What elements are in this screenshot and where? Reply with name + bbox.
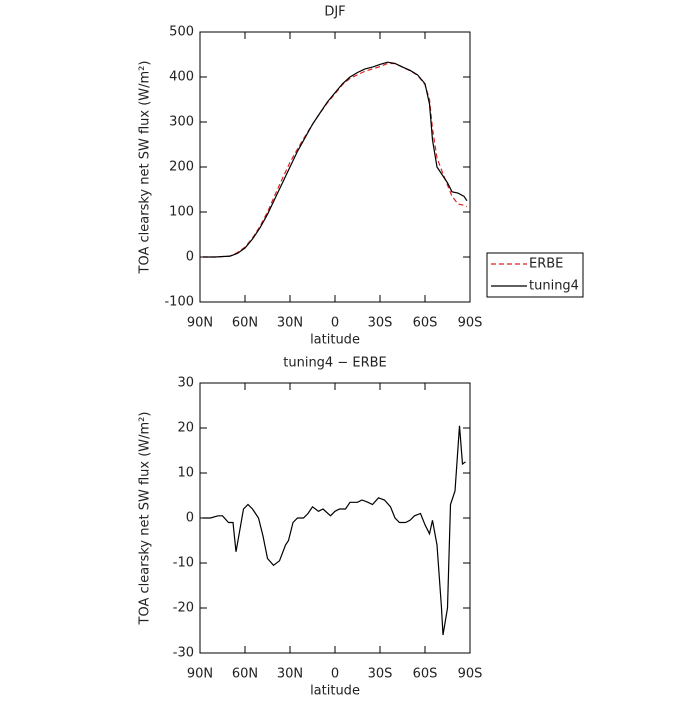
legend-label: tuning4 xyxy=(529,279,579,294)
y-tick-label: -100 xyxy=(164,295,194,310)
y-tick-label: 0 xyxy=(186,511,194,526)
series-line xyxy=(203,62,468,258)
x-tick-label: 90N xyxy=(187,316,213,331)
x-tick-label: 0 xyxy=(331,316,339,331)
x-tick-label: 60S xyxy=(413,667,438,682)
y-tick-label: 30 xyxy=(177,376,194,391)
y-tick-label: 20 xyxy=(177,421,194,436)
chart-title: tuning4 − ERBE xyxy=(283,356,387,371)
series-line xyxy=(203,425,466,636)
y-tick-label: 0 xyxy=(186,250,194,265)
y-axis-label: TOA clearsky net SW flux (W/m²) xyxy=(138,412,153,626)
legend-box xyxy=(486,252,584,298)
legend-label: ERBE xyxy=(529,257,563,272)
y-tick-label: 300 xyxy=(169,115,194,130)
series-line xyxy=(203,61,468,258)
plot-frame xyxy=(199,31,471,303)
y-tick-label: -20 xyxy=(173,601,194,616)
y-axis-label: TOA clearsky net SW flux (W/m²) xyxy=(138,61,153,275)
x-tick-label: 90S xyxy=(458,316,483,331)
x-tick-label: 60S xyxy=(413,316,438,331)
x-tick-label: 60N xyxy=(232,316,258,331)
chart-title: DJF xyxy=(324,5,345,20)
x-tick-label: 60N xyxy=(232,667,258,682)
x-tick-label: 90S xyxy=(458,667,483,682)
y-tick-label: 400 xyxy=(169,70,194,85)
x-axis-label: latitude xyxy=(310,684,360,699)
y-tick-label: 200 xyxy=(169,160,194,175)
x-tick-label: 30S xyxy=(368,667,393,682)
y-tick-label: -10 xyxy=(173,556,194,571)
x-axis-label: latitude xyxy=(310,333,360,348)
x-tick-label: 30N xyxy=(277,667,303,682)
x-tick-label: 90N xyxy=(187,667,213,682)
x-tick-label: 0 xyxy=(331,667,339,682)
y-tick-label: 100 xyxy=(169,205,194,220)
y-tick-label: 500 xyxy=(169,25,194,40)
y-tick-label: -30 xyxy=(173,646,194,661)
y-tick-label: 10 xyxy=(177,466,194,481)
plot-frame xyxy=(199,382,471,654)
x-tick-label: 30S xyxy=(368,316,393,331)
x-tick-label: 30N xyxy=(277,316,303,331)
